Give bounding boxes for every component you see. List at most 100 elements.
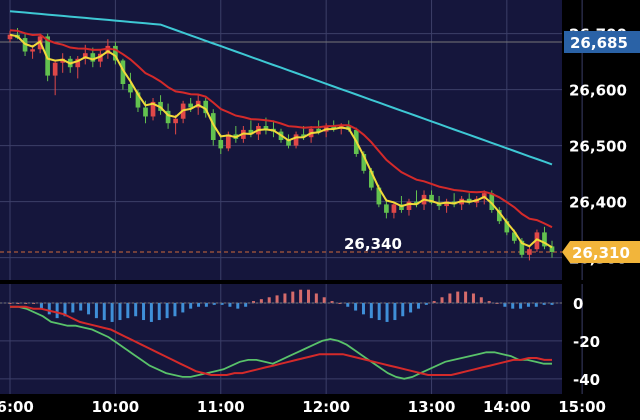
time-tick-label-2: 11:00: [197, 398, 245, 416]
histogram-bar-49: [393, 302, 397, 321]
candle-body-47: [361, 154, 367, 171]
candle-body-14: [113, 45, 118, 61]
candle-body-51: [391, 204, 397, 213]
oscillator-axis: 0 -20 -40: [573, 295, 600, 389]
price-tick-label-2: 26,500: [569, 138, 627, 156]
candle-body-6: [52, 62, 58, 76]
mid-moving-average: [9, 29, 553, 229]
histogram-bar-41: [330, 301, 334, 303]
histogram-bar-17: [142, 302, 146, 321]
histogram-bar-33: [267, 297, 271, 303]
histogram-bar-31: [252, 301, 256, 303]
histogram-bar-22: [181, 302, 185, 313]
histogram-bar-15: [126, 302, 130, 319]
histogram-bar-29: [236, 302, 240, 309]
histogram-bar-32: [259, 299, 263, 303]
histogram-bar-59: [471, 293, 475, 303]
previous-level-label: 26,685: [570, 34, 628, 52]
candle-body-18: [143, 107, 148, 117]
candle-body-39: [301, 134, 306, 138]
histogram-bar-27: [220, 302, 224, 305]
histogram-bar-37: [299, 289, 303, 303]
oscillator-histogram: [0, 289, 562, 322]
candle-body-64: [489, 193, 495, 210]
candle-body-72: [549, 246, 555, 252]
candle-body-43: [331, 126, 337, 129]
histogram-bar-68: [542, 302, 546, 305]
candle-body-37: [286, 140, 291, 146]
price-tick-label-3: 26,600: [569, 82, 627, 100]
candle-body-66: [504, 221, 510, 233]
histogram-bar-53: [424, 302, 428, 305]
histogram-bar-43: [346, 302, 350, 307]
histogram-bar-34: [275, 295, 279, 303]
histogram-bar-18: [149, 302, 153, 322]
candle-body-54: [414, 201, 419, 205]
candle-body-22: [173, 118, 178, 124]
histogram-bar-7: [63, 302, 67, 317]
candle-body-26: [203, 100, 209, 114]
histogram-bar-8: [71, 302, 75, 313]
oscillator-tick-label-2: -40: [573, 371, 600, 389]
histogram-bar-65: [519, 302, 523, 309]
candle-body-65: [496, 210, 502, 222]
oscillator-tick-label-1: -20: [573, 333, 600, 351]
candle-body-15: [120, 60, 126, 84]
histogram-bar-69: [550, 302, 554, 305]
histogram-bar-45: [361, 302, 365, 315]
annotation-price-label: 26,340: [344, 235, 402, 253]
histogram-bar-5: [47, 302, 51, 315]
histogram-bar-55: [440, 297, 444, 303]
histogram-bar-30: [244, 302, 248, 307]
candle-body-48: [368, 170, 374, 188]
histogram-bar-46: [369, 302, 373, 319]
histogram-bar-14: [118, 302, 122, 321]
histogram-bar-47: [377, 302, 381, 321]
candle-body-17: [135, 92, 141, 108]
histogram-bar-28: [228, 302, 232, 307]
fast-moving-average: [9, 33, 553, 249]
histogram-bar-26: [212, 302, 216, 305]
histogram-bar-48: [385, 302, 389, 322]
oscillator-fast-line: [10, 305, 552, 380]
time-tick-label-4: 13:00: [408, 398, 456, 416]
candle-body-61: [466, 198, 472, 203]
histogram-bar-67: [534, 302, 538, 307]
histogram-bar-64: [511, 302, 515, 309]
oscillator-panel: [0, 284, 562, 394]
candle-body-9: [75, 58, 81, 68]
last-price-label: 26,310: [572, 244, 630, 262]
moving-averages: [9, 10, 553, 249]
candle-body-0: [7, 34, 13, 40]
candle-body-29: [225, 134, 231, 149]
histogram-bar-21: [173, 302, 177, 317]
candle-body-27: [210, 113, 216, 140]
histogram-bar-66: [526, 302, 530, 307]
histogram-bar-63: [503, 302, 507, 307]
candle-body-68: [519, 240, 525, 255]
candle-body-12: [97, 53, 103, 62]
histogram-bar-23: [189, 302, 193, 309]
candle-body-50: [384, 204, 389, 213]
candle-body-38: [293, 134, 299, 146]
time-tick-label-1: 10:00: [92, 398, 140, 416]
candle-body-19: [150, 101, 156, 117]
candle-body-16: [128, 84, 133, 93]
histogram-bar-10: [87, 302, 91, 315]
histogram-bar-35: [283, 293, 287, 303]
candle-body-21: [165, 110, 171, 124]
histogram-bar-57: [456, 291, 460, 303]
oscillator-signal-line: [10, 305, 552, 376]
candle-body-41: [316, 128, 321, 132]
histogram-bar-44: [354, 302, 358, 311]
histogram-bar-16: [134, 302, 138, 317]
oscillator-lines: [10, 305, 552, 380]
candle-body-56: [429, 194, 434, 203]
histogram-bar-9: [79, 302, 83, 311]
histogram-bar-39: [314, 293, 318, 303]
candle-body-10: [82, 53, 88, 59]
histogram-bar-36: [291, 291, 295, 303]
histogram-bar-40: [322, 297, 326, 303]
